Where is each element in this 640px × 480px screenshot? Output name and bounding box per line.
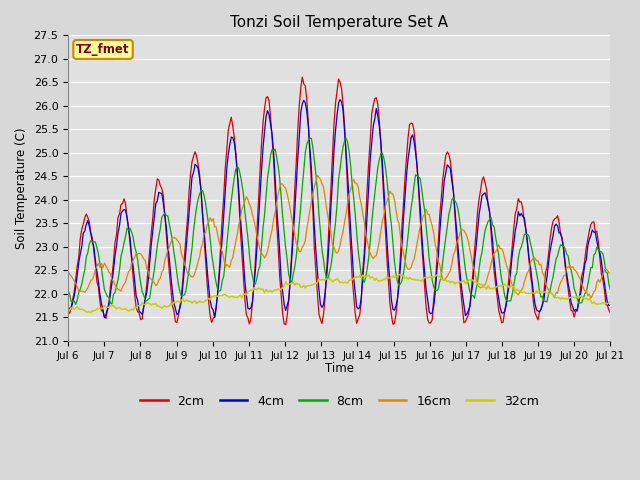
Y-axis label: Soil Temperature (C): Soil Temperature (C)	[15, 127, 28, 249]
Title: Tonzi Soil Temperature Set A: Tonzi Soil Temperature Set A	[230, 15, 448, 30]
Legend: 2cm, 4cm, 8cm, 16cm, 32cm: 2cm, 4cm, 8cm, 16cm, 32cm	[135, 390, 543, 413]
Text: TZ_fmet: TZ_fmet	[76, 43, 130, 56]
X-axis label: Time: Time	[324, 362, 354, 375]
